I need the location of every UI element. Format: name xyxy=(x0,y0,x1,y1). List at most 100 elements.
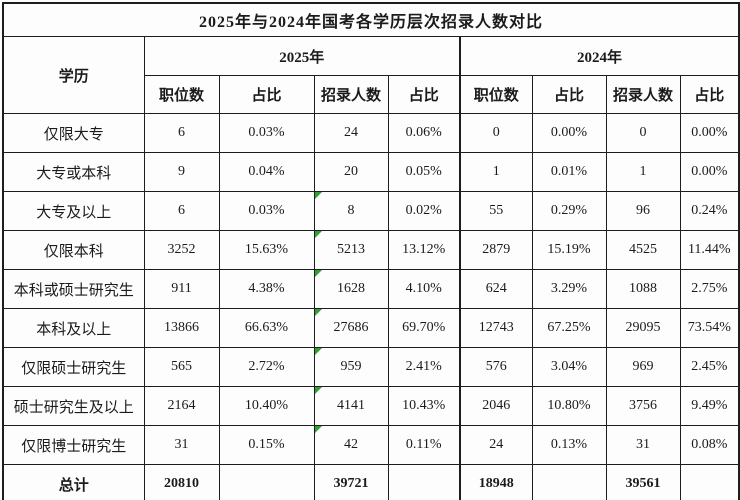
data-cell: 8 xyxy=(313,191,389,231)
data-cell: 5213 xyxy=(313,230,389,270)
data-cell: 27686 xyxy=(313,308,389,348)
table-row: 大专及以上 6 0.03% 8 0.02% 55 0.29% 96 0.24% xyxy=(2,191,740,231)
data-cell: 69.70% xyxy=(387,308,461,348)
header-group-row: 学历 2025年 2024年 xyxy=(2,36,740,114)
data-cell: 10.43% xyxy=(387,386,461,426)
data-cell: 0.03% xyxy=(218,113,315,153)
education-level-cell: 仅限本科 xyxy=(2,230,145,270)
data-cell: 42 xyxy=(313,425,389,465)
col-header-recruits-2024: 招录人数 xyxy=(605,75,681,114)
data-cell: 9.49% xyxy=(679,386,740,426)
table-row: 仅限本科 3252 15.63% 5213 13.12% 2879 15.19% 4525 11… xyxy=(2,230,740,270)
table-row: 本科或硕士研究生 911 4.38% 1628 4.10% 624 3.29% 1088 2.7… xyxy=(2,269,740,309)
education-level-cell: 仅限大专 xyxy=(2,113,145,153)
data-cell: 624 xyxy=(459,269,533,309)
table-row: 总计 20810 39721 18948 39561 xyxy=(2,464,740,500)
data-cell: 4.38% xyxy=(218,269,315,309)
data-cell: 29095 xyxy=(605,308,681,348)
data-cell: 0.04% xyxy=(218,152,315,192)
data-cell: 11.44% xyxy=(679,230,740,270)
data-cell: 15.19% xyxy=(531,230,607,270)
data-cell: 3.04% xyxy=(531,347,607,387)
cell-error-indicator-icon xyxy=(315,309,322,316)
data-cell: 4.10% xyxy=(387,269,461,309)
data-cell: 1088 xyxy=(605,269,681,309)
data-cell: 66.63% xyxy=(218,308,315,348)
education-level-cell: 仅限博士研究生 xyxy=(2,425,145,465)
data-cell: 2164 xyxy=(143,386,220,426)
cell-error-indicator-icon xyxy=(315,270,322,277)
data-cell: 0.01% xyxy=(531,152,607,192)
table-row: 仅限硕士研究生 565 2.72% 959 2.41% 576 3.04% 969 2.45% xyxy=(2,347,740,387)
data-cell: 0.15% xyxy=(218,425,315,465)
cell-error-indicator-icon xyxy=(315,192,322,199)
data-cell: 24 xyxy=(313,113,389,153)
data-cell: 969 xyxy=(605,347,681,387)
data-cell: 6 xyxy=(143,191,220,231)
data-cell: 20 xyxy=(313,152,389,192)
education-level-cell: 仅限硕士研究生 xyxy=(2,347,145,387)
header-sub-row: 职位数 占比 招录人数 占比 职位数 占比 招录人数 占比 xyxy=(3,75,740,114)
data-cell: 2046 xyxy=(459,386,533,426)
data-cell: 0.05% xyxy=(387,152,461,192)
data-cell: 3756 xyxy=(605,386,681,426)
cell-error-indicator-icon xyxy=(315,231,322,238)
table-title: 2025年与2024年国考各学历层次招录人数对比 xyxy=(2,2,740,37)
data-cell: 576 xyxy=(459,347,533,387)
cell-error-indicator-icon xyxy=(315,426,322,433)
data-cell: 39721 xyxy=(313,464,389,500)
data-cell: 13866 xyxy=(143,308,220,348)
data-cell: 2.41% xyxy=(387,347,461,387)
data-cell: 24 xyxy=(459,425,533,465)
data-cell: 1 xyxy=(459,152,533,192)
data-cell: 10.80% xyxy=(531,386,607,426)
data-cell: 15.63% xyxy=(218,230,315,270)
data-cell: 3252 xyxy=(143,230,220,270)
data-cell: 3.29% xyxy=(531,269,607,309)
data-cell: 39561 xyxy=(605,464,681,500)
education-column-header: 学历 xyxy=(2,36,145,114)
cell-error-indicator-icon xyxy=(315,348,322,355)
col-header-positions-2024: 职位数 xyxy=(459,75,533,114)
data-cell: 0.11% xyxy=(387,425,461,465)
table-row: 仅限博士研究生 31 0.15% 42 0.11% 24 0.13% 31 0.08% xyxy=(2,425,740,465)
col-header-recruits-2025: 招录人数 xyxy=(313,75,389,114)
data-cell: 96 xyxy=(605,191,681,231)
data-cell: 10.40% xyxy=(218,386,315,426)
year-2025-group-header: 2025年 xyxy=(143,36,461,76)
data-cell: 2879 xyxy=(459,230,533,270)
cell-error-indicator-icon xyxy=(315,387,322,394)
data-cell: 6 xyxy=(143,113,220,153)
data-cell: 18948 xyxy=(459,464,533,500)
data-cell: 9 xyxy=(143,152,220,192)
data-cell: 0.00% xyxy=(679,152,740,192)
data-cell: 55 xyxy=(459,191,533,231)
data-cell: 0 xyxy=(605,113,681,153)
data-cell: 0.00% xyxy=(679,113,740,153)
data-cell: 911 xyxy=(143,269,220,309)
col-header-positions-2025: 职位数 xyxy=(143,75,220,114)
data-cell: 0.02% xyxy=(387,191,461,231)
education-level-cell: 大专或本科 xyxy=(2,152,145,192)
data-cell: 2.72% xyxy=(218,347,315,387)
table-row: 大专或本科 9 0.04% 20 0.05% 1 0.01% 1 0.00% xyxy=(2,152,740,192)
data-cell: 13.12% xyxy=(387,230,461,270)
data-cell: 2.45% xyxy=(679,347,740,387)
col-header-positions-pct-2025: 占比 xyxy=(218,75,315,114)
table-title-row: 2025年与2024年国考各学历层次招录人数对比 xyxy=(2,2,740,37)
col-header-recruits-pct-2024: 占比 xyxy=(679,75,740,114)
col-header-positions-pct-2024: 占比 xyxy=(531,75,607,114)
year-2024-group-header: 2024年 xyxy=(458,36,740,76)
data-cell: 31 xyxy=(605,425,681,465)
education-level-cell: 总计 xyxy=(2,464,145,500)
education-level-cell: 硕士研究生及以上 xyxy=(2,386,145,426)
data-cell: 0.00% xyxy=(531,113,607,153)
data-cell: 12743 xyxy=(459,308,533,348)
data-cell: 67.25% xyxy=(531,308,607,348)
data-cell: 0.29% xyxy=(531,191,607,231)
data-cell: 565 xyxy=(143,347,220,387)
data-cell: 4141 xyxy=(313,386,389,426)
